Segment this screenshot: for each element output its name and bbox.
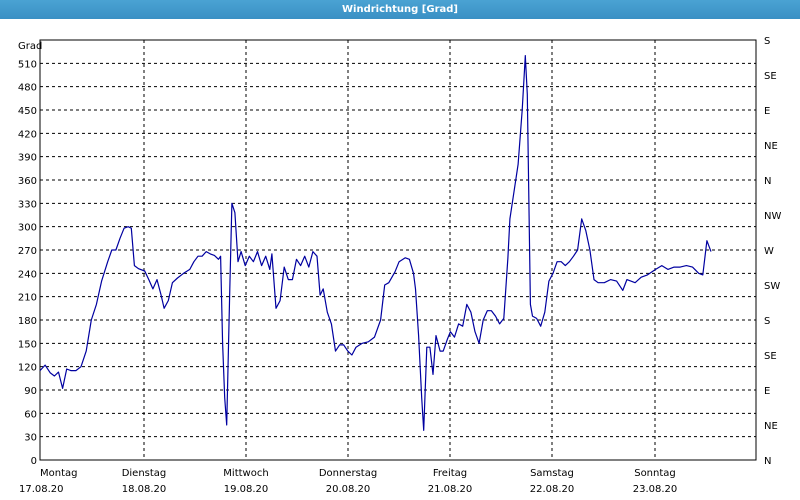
x-tick-date: 17.08.20	[19, 484, 64, 495]
compass-tick-label: N	[764, 456, 771, 467]
y-tick-label: 420	[18, 129, 37, 140]
y-tick-label: 270	[18, 246, 37, 257]
y-tick-label: 240	[18, 269, 37, 280]
compass-tick-label: W	[764, 246, 774, 257]
series-layer	[39, 54, 712, 431]
x-tick-date: 18.08.20	[122, 484, 167, 495]
x-tick-date: 19.08.20	[224, 484, 269, 495]
y-tick-label: 300	[18, 223, 37, 234]
left-axis: 0 30 60 90 120 150 180 210 240 270 300 330 360 390 420…	[18, 59, 37, 467]
wind-direction-series-line	[39, 54, 712, 431]
x-tick-day: Montag	[40, 468, 77, 479]
x-tick-day: Donnerstag	[319, 468, 377, 479]
y-tick-label: 510	[18, 59, 37, 70]
compass-tick-label: E	[764, 106, 770, 117]
right-axis: N NE E SE S SW W NW N NE E SE S	[764, 36, 781, 467]
compass-tick-label: SE	[764, 71, 777, 82]
y-tick-label: 30	[24, 433, 37, 444]
y-tick-label: 450	[18, 106, 37, 117]
x-tick-day: Dienstag	[122, 468, 167, 479]
compass-tick-label: S	[764, 36, 770, 47]
compass-tick-label: SE	[764, 351, 777, 362]
wind-direction-chart: 0 30 60 90 120 150 180 210 240 270 300 330 360 390 420…	[18, 36, 782, 495]
compass-tick-label: NW	[764, 211, 781, 222]
x-axis: Montag 17.08.20 Dienstag 18.08.20 Mittwoch 19…	[19, 468, 677, 495]
x-tick-date: 22.08.20	[530, 484, 575, 495]
y-tick-label: 480	[18, 83, 37, 94]
grid-lines	[40, 40, 756, 460]
y-tick-label: 0	[31, 456, 37, 467]
compass-tick-label: SW	[764, 281, 780, 292]
y-tick-label: 150	[18, 339, 37, 350]
y-tick-label: 390	[18, 153, 37, 164]
y-tick-label: 180	[18, 316, 37, 327]
y-tick-label: 330	[18, 199, 37, 210]
y-tick-label: 360	[18, 176, 37, 187]
y-tick-label: 90	[24, 386, 37, 397]
x-tick-day: Sonntag	[634, 468, 676, 479]
compass-tick-label: NE	[764, 141, 778, 152]
x-tick-day: Freitag	[433, 468, 467, 479]
y-tick-label: 120	[18, 363, 37, 374]
x-tick-day: Mittwoch	[223, 468, 268, 479]
y-tick-label: 60	[24, 409, 37, 420]
compass-tick-label: NE	[764, 421, 778, 432]
window-title: Windrichtung [Grad]	[0, 0, 800, 19]
x-tick-day: Samstag	[530, 468, 574, 479]
y-tick-label: 210	[18, 293, 37, 304]
x-tick-date: 21.08.20	[428, 484, 473, 495]
y-axis-label: Grad	[18, 41, 42, 52]
compass-tick-label: N	[764, 176, 771, 187]
x-tick-date: 23.08.20	[633, 484, 678, 495]
compass-tick-label: S	[764, 316, 770, 327]
x-tick-date: 20.08.20	[326, 484, 371, 495]
compass-tick-label: E	[764, 386, 770, 397]
